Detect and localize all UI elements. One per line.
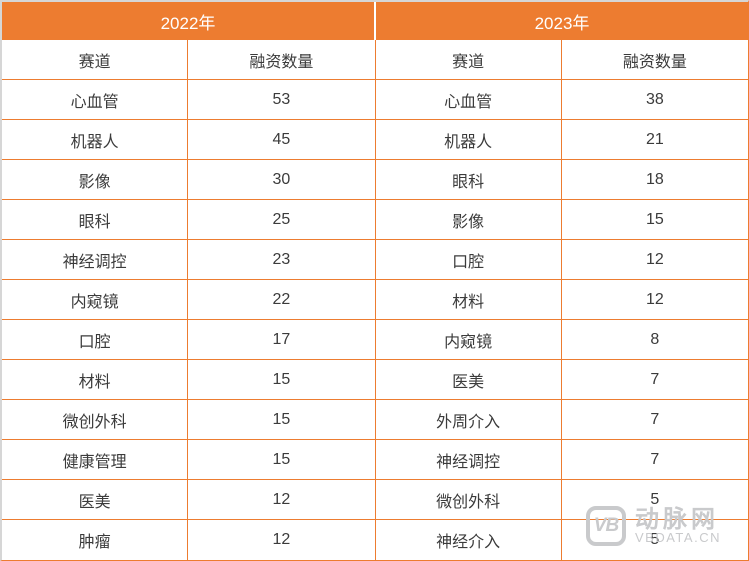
count-cell: 22	[272, 290, 291, 308]
table-section-2022: 赛道 融资数量 心血管 53 机器人 45 影像	[2, 40, 376, 560]
track-cell: 心血管	[2, 80, 189, 119]
count-cell: 7	[650, 410, 660, 428]
track-cell: 机器人	[376, 120, 562, 159]
table-row: 外周介入 7	[375, 400, 748, 440]
financing-count-column-header: 融资数量	[249, 53, 314, 71]
table-row: 内窥镜 8	[375, 320, 748, 360]
count-cell: 15	[272, 450, 291, 468]
count-cell: 18	[645, 170, 664, 188]
track-cell: 神经介入	[376, 520, 562, 560]
table-row: 医美 7	[375, 360, 748, 400]
table-row: 影像 15	[375, 200, 748, 240]
table-row: 健康管理 15	[2, 440, 375, 480]
count-cell: 12	[645, 250, 664, 268]
count-cell: 12	[272, 531, 291, 548]
table-row: 微创外科 15	[2, 400, 375, 440]
track-cell: 医美	[2, 480, 189, 519]
count-cell: 38	[645, 90, 664, 108]
track-cell: 影像	[2, 160, 189, 199]
track-cell: 内窥镜	[2, 280, 189, 319]
watermark-site-url: VBDATA.CN	[635, 529, 721, 545]
vbdata-logo-icon: VB	[586, 506, 626, 546]
vbdata-watermark: VB 动脉网 VBDATA.CN	[586, 506, 721, 546]
track-cell: 外周介入	[376, 400, 562, 439]
table-row: 神经调控 7	[375, 440, 748, 480]
table-row: 神经介入 5	[376, 520, 749, 560]
track-cell: 影像	[376, 200, 562, 239]
table-row: 材料 15	[2, 360, 375, 400]
count-cell: 45	[272, 130, 291, 148]
track-column-header: 赛道	[376, 40, 562, 79]
count-cell: 15	[272, 370, 291, 388]
year-header-2022: 2022年	[2, 2, 376, 40]
count-cell: 15	[645, 210, 664, 228]
track-cell: 材料	[376, 280, 562, 319]
count-cell: 23	[272, 250, 291, 268]
count-cell: 12	[272, 490, 291, 508]
track-cell: 微创外科	[2, 400, 189, 439]
count-cell: 12	[645, 290, 664, 308]
count-cell: 15	[272, 410, 291, 428]
table-row: 内窥镜 22	[2, 280, 375, 320]
track-cell: 口腔	[376, 240, 562, 279]
track-cell: 医美	[376, 360, 562, 399]
track-cell: 肿瘤	[2, 520, 189, 560]
table-row: 材料 12	[375, 280, 748, 320]
count-cell: 5	[650, 531, 660, 548]
column-header-row-2022: 赛道 融资数量	[2, 40, 375, 80]
table-row: 机器人 21	[375, 120, 748, 160]
track-cell: 健康管理	[2, 440, 189, 479]
table-row: 机器人 45	[2, 120, 375, 160]
table-body: 赛道 融资数量 心血管 53 机器人 45 影像	[2, 40, 748, 560]
table-row: 心血管 53	[2, 80, 375, 120]
financing-count-column-header: 融资数量	[622, 53, 687, 71]
track-cell: 内窥镜	[376, 320, 562, 359]
count-cell: 17	[272, 330, 291, 348]
table-row: 口腔 17	[2, 320, 375, 360]
track-cell: 眼科	[376, 160, 562, 199]
count-cell: 7	[650, 370, 660, 388]
count-cell: 30	[272, 170, 291, 188]
year-header-band: 2022年 2023年	[2, 2, 748, 40]
track-cell: 心血管	[376, 80, 562, 119]
track-cell: 神经调控	[376, 440, 562, 479]
table-section-2023: 赛道 融资数量 心血管 38 机器人 21 眼科	[375, 40, 749, 560]
year-header-2023: 2023年	[534, 13, 590, 33]
track-cell: 神经调控	[2, 240, 189, 279]
table-row: 口腔 12	[375, 240, 748, 280]
track-column-header: 赛道	[2, 40, 189, 79]
track-cell: 材料	[2, 360, 189, 399]
table-row: 眼科 25	[2, 200, 375, 240]
table-row: 肿瘤 12	[2, 520, 375, 560]
track-cell: 机器人	[2, 120, 189, 159]
table-row: 医美 12	[2, 480, 375, 520]
track-cell: 眼科	[2, 200, 189, 239]
table-rows-2023: 心血管 38 机器人 21 眼科 18 影像	[375, 80, 749, 560]
count-cell: 5	[650, 490, 660, 508]
vbdata-logo-text: VB	[593, 515, 619, 536]
table-row: 心血管 38	[375, 80, 748, 120]
count-cell: 7	[650, 450, 660, 468]
count-cell: 53	[272, 90, 291, 108]
table-row: 微创外科 5	[375, 480, 748, 520]
track-cell: 口腔	[2, 320, 189, 359]
count-cell: 8	[650, 330, 660, 348]
column-header-row-2023: 赛道 融资数量	[375, 40, 748, 80]
watermark-brand-name: 动脉网	[635, 505, 719, 533]
table-row: 眼科 18	[375, 160, 748, 200]
table-rows-2022: 心血管 53 机器人 45 影像 30 眼科	[2, 80, 375, 560]
count-cell: 25	[272, 210, 291, 228]
count-cell: 21	[645, 130, 664, 148]
track-cell: 微创外科	[376, 480, 562, 519]
table-row: 影像 30	[2, 160, 375, 200]
table-row: 神经调控 23	[2, 240, 375, 280]
watermark-text-block: 动脉网 VBDATA.CN	[635, 505, 721, 545]
